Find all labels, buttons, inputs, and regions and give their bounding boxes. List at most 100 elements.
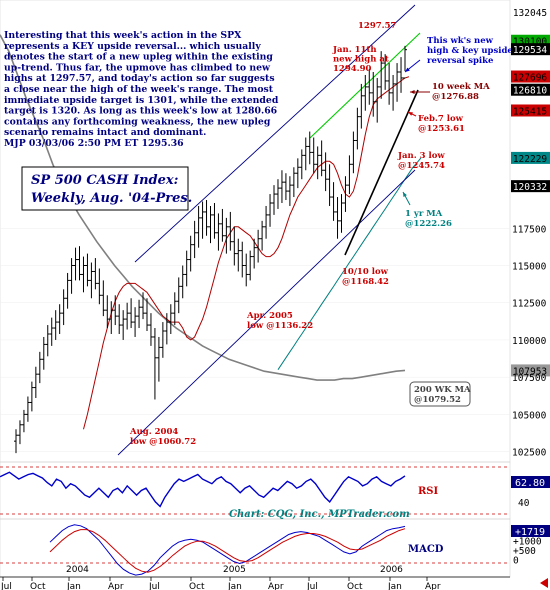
- reversal-arrow-head: [405, 67, 410, 72]
- macd-value-box: [511, 525, 550, 537]
- price-tick-label: 102500: [512, 448, 547, 459]
- price-bar: [279, 170, 284, 203]
- price-gridlines: [0, 228, 510, 452]
- price-tick-label: 110000: [512, 336, 547, 347]
- price-bar: [335, 197, 340, 239]
- price-bar: [212, 202, 217, 239]
- price-bar: [129, 298, 134, 329]
- price-bar: [113, 295, 118, 326]
- price-bar: [375, 77, 380, 123]
- price-bar: [121, 310, 126, 340]
- price-box: [511, 151, 550, 164]
- price-tick-label: 112500: [512, 299, 547, 310]
- price-bar: [395, 63, 400, 102]
- yr-ma-annotation: 1 yr MA: [405, 209, 443, 219]
- price-bar: [355, 107, 360, 150]
- rsi-polyline: [0, 471, 406, 508]
- price-bar: [141, 292, 146, 320]
- price-box: [511, 83, 550, 96]
- price-bar: [383, 54, 388, 90]
- price-axis-ticks: 117500 115000 112500 110000 107500 105000 1025…: [512, 224, 547, 458]
- price-bar: [93, 258, 98, 290]
- rsi-line: [0, 471, 406, 508]
- price-bar: [347, 155, 352, 195]
- year-label: 2005: [223, 565, 246, 575]
- price-box-label: 107953: [513, 366, 547, 377]
- price-bar: [45, 325, 50, 357]
- macd-last-value: +1719: [515, 527, 545, 538]
- price-bar: [323, 152, 328, 192]
- price-bar: [61, 289, 66, 326]
- jan3-annotation: @1245.74: [398, 161, 445, 171]
- price-box: [511, 5, 550, 18]
- price-bar: [105, 295, 110, 329]
- yr-ma-arrow-head: [403, 192, 407, 197]
- price-bar: [21, 409, 26, 433]
- price-bar: [37, 351, 42, 384]
- x-tick-label: Apr: [425, 582, 441, 590]
- rsi-value-box: [511, 476, 550, 488]
- macd-axis-ticks: +1000+5000: [513, 536, 542, 566]
- scroll-arrow-icon[interactable]: [540, 578, 548, 588]
- jan11-annotation: Jan. 11th: [332, 45, 377, 55]
- price-bar: [85, 253, 90, 287]
- price-bar: [339, 194, 344, 233]
- chart-subtitle: Weekly, Aug. '04-Pres.: [31, 191, 192, 206]
- rsi-label: RSI: [418, 486, 439, 497]
- price-bar: [343, 176, 348, 212]
- price-bar: [133, 307, 138, 337]
- macd-tick-label: 0: [513, 556, 519, 567]
- yr-ma-line: [277, 157, 422, 370]
- x-tick-label: Oct: [347, 582, 363, 590]
- weekly-price-bars: [14, 45, 407, 454]
- feb7-annotation: Feb.7 low: [418, 114, 464, 124]
- price-bar: [252, 238, 257, 269]
- price-bar: [41, 336, 46, 370]
- price-bar: [33, 366, 38, 398]
- price-box: [511, 43, 550, 56]
- price-bar: [367, 69, 372, 105]
- price-bar: [327, 164, 332, 206]
- x-tick-label: Jan: [66, 582, 81, 590]
- price-bar: [172, 292, 177, 326]
- price-bar: [144, 298, 149, 332]
- price-bar: [351, 131, 356, 174]
- price-bar: [307, 131, 312, 165]
- price-bar: [248, 250, 253, 281]
- aug04-low-annotation: Aug. 2004: [129, 427, 178, 437]
- chart-credit: Chart: CQG, Inc., MPTrader.com: [229, 509, 410, 520]
- price-bar: [331, 182, 336, 221]
- x-tick-label: Apr: [268, 582, 284, 590]
- wk200-annotation: @1079.52: [414, 395, 461, 405]
- price-bar: [17, 420, 22, 445]
- price-bar: [200, 201, 205, 239]
- price-bar: [228, 211, 233, 251]
- price-box: [511, 364, 550, 377]
- price-bar: [387, 63, 392, 105]
- wk200-annotation: 200 WK MA: [414, 385, 471, 395]
- price-box-label: 132045: [513, 8, 547, 19]
- price-tick-label: 115000: [512, 262, 547, 273]
- price-bar: [14, 429, 18, 454]
- x-tick-label: Apr: [108, 582, 124, 590]
- upper-channel-line: [134, 4, 416, 263]
- price-bar: [196, 205, 201, 248]
- macd-label: MACD: [408, 544, 444, 555]
- price-bar: [69, 258, 74, 294]
- commentary-line: highs at 1297.57, and today's action so …: [4, 73, 275, 84]
- commentary-line: scenario remains intact and dominant.: [4, 127, 206, 138]
- price-bar: [156, 336, 161, 382]
- price-bar: [391, 74, 396, 111]
- price-tick-label: 107500: [512, 373, 547, 384]
- price-bar: [311, 137, 316, 174]
- price-box: [511, 104, 550, 117]
- price-bar: [137, 299, 142, 329]
- x-tick-label: Jan: [227, 582, 242, 590]
- reversal-annotation: reversal spike: [427, 56, 494, 66]
- price-bar: [101, 280, 106, 317]
- price-bar: [176, 277, 181, 314]
- price-bar: [236, 238, 241, 272]
- price-bar: [164, 313, 169, 345]
- price-bar: [399, 57, 404, 93]
- feb7-annotation: @1253.61: [418, 124, 465, 134]
